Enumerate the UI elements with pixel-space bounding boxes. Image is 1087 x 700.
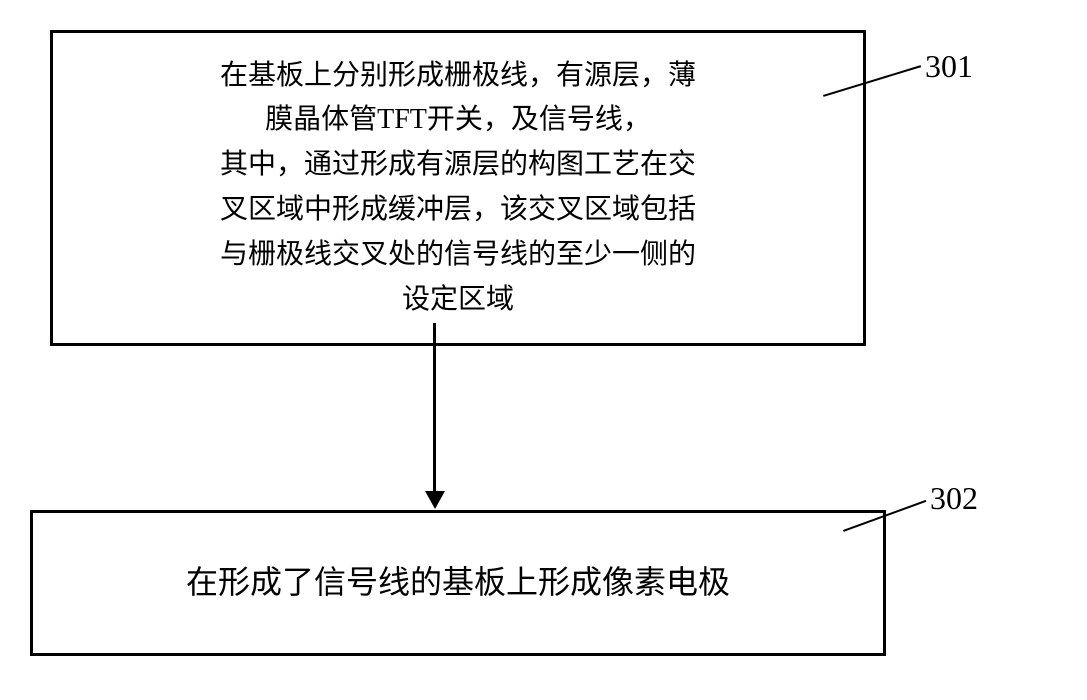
box1-line1: 在基板上分别形成栅极线，有源层，薄 [220, 60, 696, 91]
arrow-shaft [433, 323, 436, 493]
box1-line2: 膜晶体管TFT开关，及信号线， [265, 104, 651, 135]
flowchart-diagram: 在基板上分别形成栅极线，有源层，薄 膜晶体管TFT开关，及信号线， 其中，通过形… [30, 30, 1050, 670]
label-302: 302 [930, 480, 978, 517]
box1-line6: 设定区域 [402, 284, 514, 315]
box1-line4: 叉区域中形成缓冲层，该交叉区域包括 [220, 194, 696, 225]
process-box-302: 在形成了信号线的基板上形成像素电极 [30, 510, 886, 656]
arrow-head-icon [425, 491, 445, 509]
process-box-302-text: 在形成了信号线的基板上形成像素电极 [186, 557, 730, 608]
process-box-301-text: 在基板上分别形成栅极线，有源层，薄 膜晶体管TFT开关，及信号线， 其中，通过形… [220, 54, 696, 323]
process-box-301: 在基板上分别形成栅极线，有源层，薄 膜晶体管TFT开关，及信号线， 其中，通过形… [50, 30, 866, 346]
box1-line5: 与栅极线交叉处的信号线的至少一侧的 [220, 239, 696, 270]
label-301: 301 [925, 48, 973, 85]
box1-line3: 其中，通过形成有源层的构图工艺在交 [220, 149, 696, 180]
